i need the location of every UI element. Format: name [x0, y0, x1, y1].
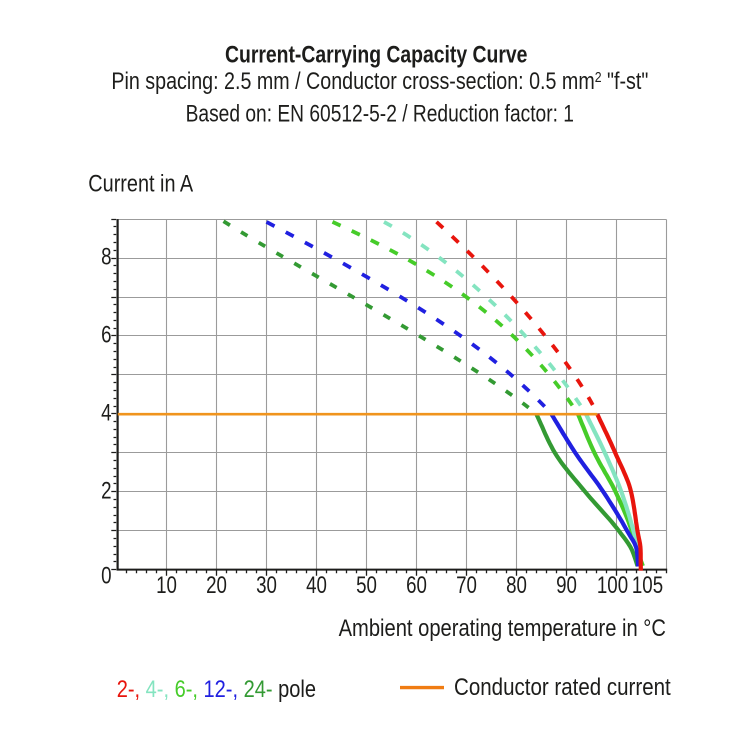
svg-text:2: 2	[101, 477, 111, 504]
svg-text:40: 40	[306, 572, 327, 599]
svg-text:Current-Carrying Capacity Curv: Current-Carrying Capacity Curve	[225, 40, 527, 68]
svg-text:Based on: EN 60512-5-2 / Reduc: Based on: EN 60512-5-2 / Reduction facto…	[186, 99, 574, 127]
svg-text:Conductor rated current: Conductor rated current	[454, 674, 671, 701]
svg-text:10: 10	[156, 572, 177, 599]
svg-text:20: 20	[206, 572, 227, 599]
svg-text:80: 80	[506, 572, 527, 599]
svg-text:Ambient operating temperature: Ambient operating temperature in °C	[339, 614, 666, 641]
svg-text:30: 30	[256, 572, 277, 599]
svg-text:105: 105	[632, 572, 663, 599]
svg-text:90: 90	[556, 572, 577, 599]
svg-text:Pin spacing: 2.5 mm / Conducto: Pin spacing: 2.5 mm / Conductor cross-se…	[111, 67, 648, 94]
svg-text:Current in A: Current in A	[88, 170, 193, 197]
svg-text:50: 50	[356, 572, 377, 599]
svg-text:0: 0	[101, 562, 111, 589]
svg-text:6: 6	[101, 321, 111, 348]
svg-text:8: 8	[101, 243, 111, 270]
svg-text:60: 60	[406, 572, 427, 599]
svg-text:4: 4	[101, 399, 111, 426]
svg-text:70: 70	[456, 572, 477, 599]
svg-text:2-, 4-, 6-, 12-, 24- pole: 2-, 4-, 6-, 12-, 24- pole	[117, 675, 316, 702]
svg-text:100: 100	[597, 572, 628, 599]
